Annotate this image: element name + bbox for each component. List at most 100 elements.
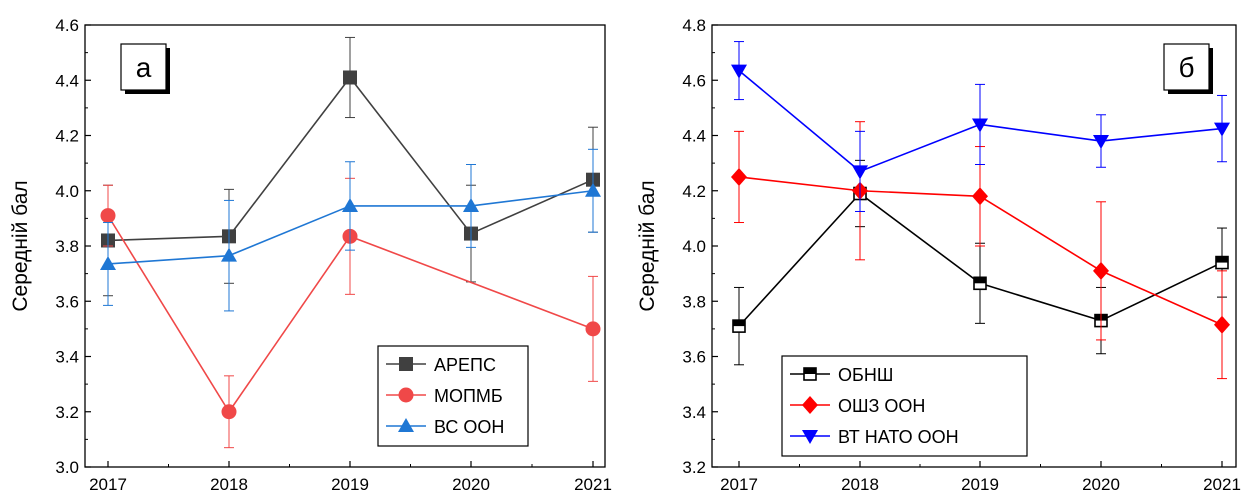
- series-line-segment: [107, 235, 230, 242]
- x-tick-label: 2021: [574, 475, 612, 494]
- legend: ОБНШ ОШЗ ООН ВТ НАТО ООН: [781, 355, 1028, 457]
- panel-label: а: [120, 43, 170, 94]
- y-tick-label: 3.4: [682, 403, 706, 422]
- series-line-segment: [859, 123, 981, 173]
- y-tick-label: 3.6: [682, 348, 706, 367]
- y-tick-label: 4.6: [55, 16, 79, 35]
- series-line-segment: [738, 176, 861, 192]
- legend-label: АРЕПС: [434, 355, 496, 375]
- series-line-segment: [470, 178, 594, 235]
- series-2: [100, 177, 601, 449]
- series-line-segment: [228, 205, 351, 257]
- x-tick-label: 2017: [720, 475, 758, 494]
- legend-item: ОБНШ: [790, 365, 893, 385]
- x-tick-label: 2018: [841, 475, 879, 494]
- y-tick-label: 4.2: [55, 127, 79, 146]
- series-line-segment: [738, 192, 861, 327]
- legend-label: МОПМБ: [434, 386, 503, 406]
- data-point: [972, 118, 988, 133]
- y-tick-label: 4.0: [682, 237, 706, 256]
- data-point: [585, 182, 601, 197]
- legend-label: ВС ООН: [434, 417, 504, 437]
- data-point: [731, 64, 747, 79]
- series-line-segment: [349, 76, 472, 235]
- data-point: [731, 167, 747, 186]
- x-tick-label: 2020: [452, 475, 490, 494]
- x-tick-label: 2020: [1082, 475, 1120, 494]
- y-tick-label: 3.8: [682, 292, 706, 311]
- series-line-segment: [979, 282, 1102, 322]
- y-tick-label: 4.2: [682, 182, 706, 201]
- y-tick-label: 4.4: [682, 127, 706, 146]
- x-tick-label: 2017: [89, 475, 127, 494]
- legend-item: ОШЗ ООН: [790, 396, 925, 416]
- series-line-segment: [1100, 261, 1223, 322]
- legend-marker: [398, 387, 414, 403]
- series-1: [732, 159, 1229, 366]
- data-point: [100, 208, 116, 224]
- legend-item: АРЕПС: [386, 355, 496, 375]
- x-tick-label: 2019: [961, 475, 999, 494]
- legend-marker: [802, 430, 818, 444]
- y-tick-label: 4.0: [55, 182, 79, 201]
- data-point: [972, 187, 988, 206]
- data-point: [1215, 255, 1229, 270]
- y-tick-label: 3.2: [682, 458, 706, 477]
- legend-item: ВС ООН: [386, 417, 504, 437]
- x-tick-label: 2019: [331, 475, 369, 494]
- data-point: [1093, 261, 1109, 280]
- y-axis-label: Середній бал: [9, 180, 32, 311]
- chart-panel-b: 3.2 3.4 3.6 3.8 4.0 4.2 4.4 4.6 4.8 2017 2018 2019 2…: [636, 16, 1241, 494]
- legend-label: ОБНШ: [838, 365, 893, 385]
- x-tick-label: 2021: [1203, 475, 1241, 494]
- series-line-segment: [738, 69, 861, 173]
- data-point: [585, 321, 601, 337]
- data-point: [1214, 315, 1230, 334]
- series-line-segment: [228, 77, 351, 237]
- data-point: [463, 197, 479, 212]
- series-line-segment: [107, 254, 230, 265]
- data-point: [732, 319, 746, 333]
- y-tick-label: 4.8: [682, 16, 706, 35]
- y-axis-label: Середній бал: [636, 180, 659, 311]
- legend-marker: [398, 418, 414, 432]
- data-point: [100, 255, 116, 270]
- y-tick-label: 3.6: [55, 292, 79, 311]
- data-point: [852, 165, 868, 180]
- legend-label: ВТ НАТО ООН: [838, 427, 959, 447]
- y-tick-label: 3.2: [55, 403, 79, 422]
- legend-item: МОПМБ: [386, 386, 503, 406]
- legend-marker: [802, 396, 818, 414]
- series-line-segment: [107, 215, 230, 413]
- data-point: [343, 70, 357, 85]
- legend-label: ОШЗ ООН: [838, 396, 925, 416]
- x-tick-label: 2018: [210, 475, 248, 494]
- legend-marker: [399, 357, 413, 371]
- panel-label-text: а: [136, 52, 152, 83]
- legend-box: [781, 355, 1028, 457]
- y-tick-label: 3.8: [55, 237, 79, 256]
- data-point: [1214, 122, 1230, 137]
- data-point: [221, 404, 237, 420]
- panel-label: б: [1163, 43, 1213, 94]
- legend-marker: [803, 367, 817, 381]
- chart-panel-a: 3.0 3.2 3.4 3.6 3.8 4.0 4.2 4.4 4.6 2017 2018 2019 2…: [9, 16, 612, 494]
- series-line-segment: [979, 123, 1102, 142]
- series-line-segment: [349, 235, 594, 330]
- series-line-segment: [979, 195, 1102, 272]
- series-line-segment: [859, 189, 981, 198]
- data-point: [973, 276, 987, 291]
- series-line-segment: [470, 189, 594, 207]
- series-line-segment: [1100, 127, 1223, 142]
- series-3: [731, 41, 1230, 212]
- series-line-segment: [859, 192, 981, 284]
- series-line-segment: [228, 235, 351, 413]
- legend: АРЕПС МОПМБ ВС ООН: [377, 345, 529, 447]
- y-tick-label: 4.4: [55, 71, 79, 90]
- data-point: [342, 197, 358, 212]
- data-point: [221, 247, 237, 262]
- data-point: [1093, 135, 1109, 150]
- series-line-segment: [1100, 270, 1223, 326]
- legend-item: ВТ НАТО ООН: [790, 427, 959, 447]
